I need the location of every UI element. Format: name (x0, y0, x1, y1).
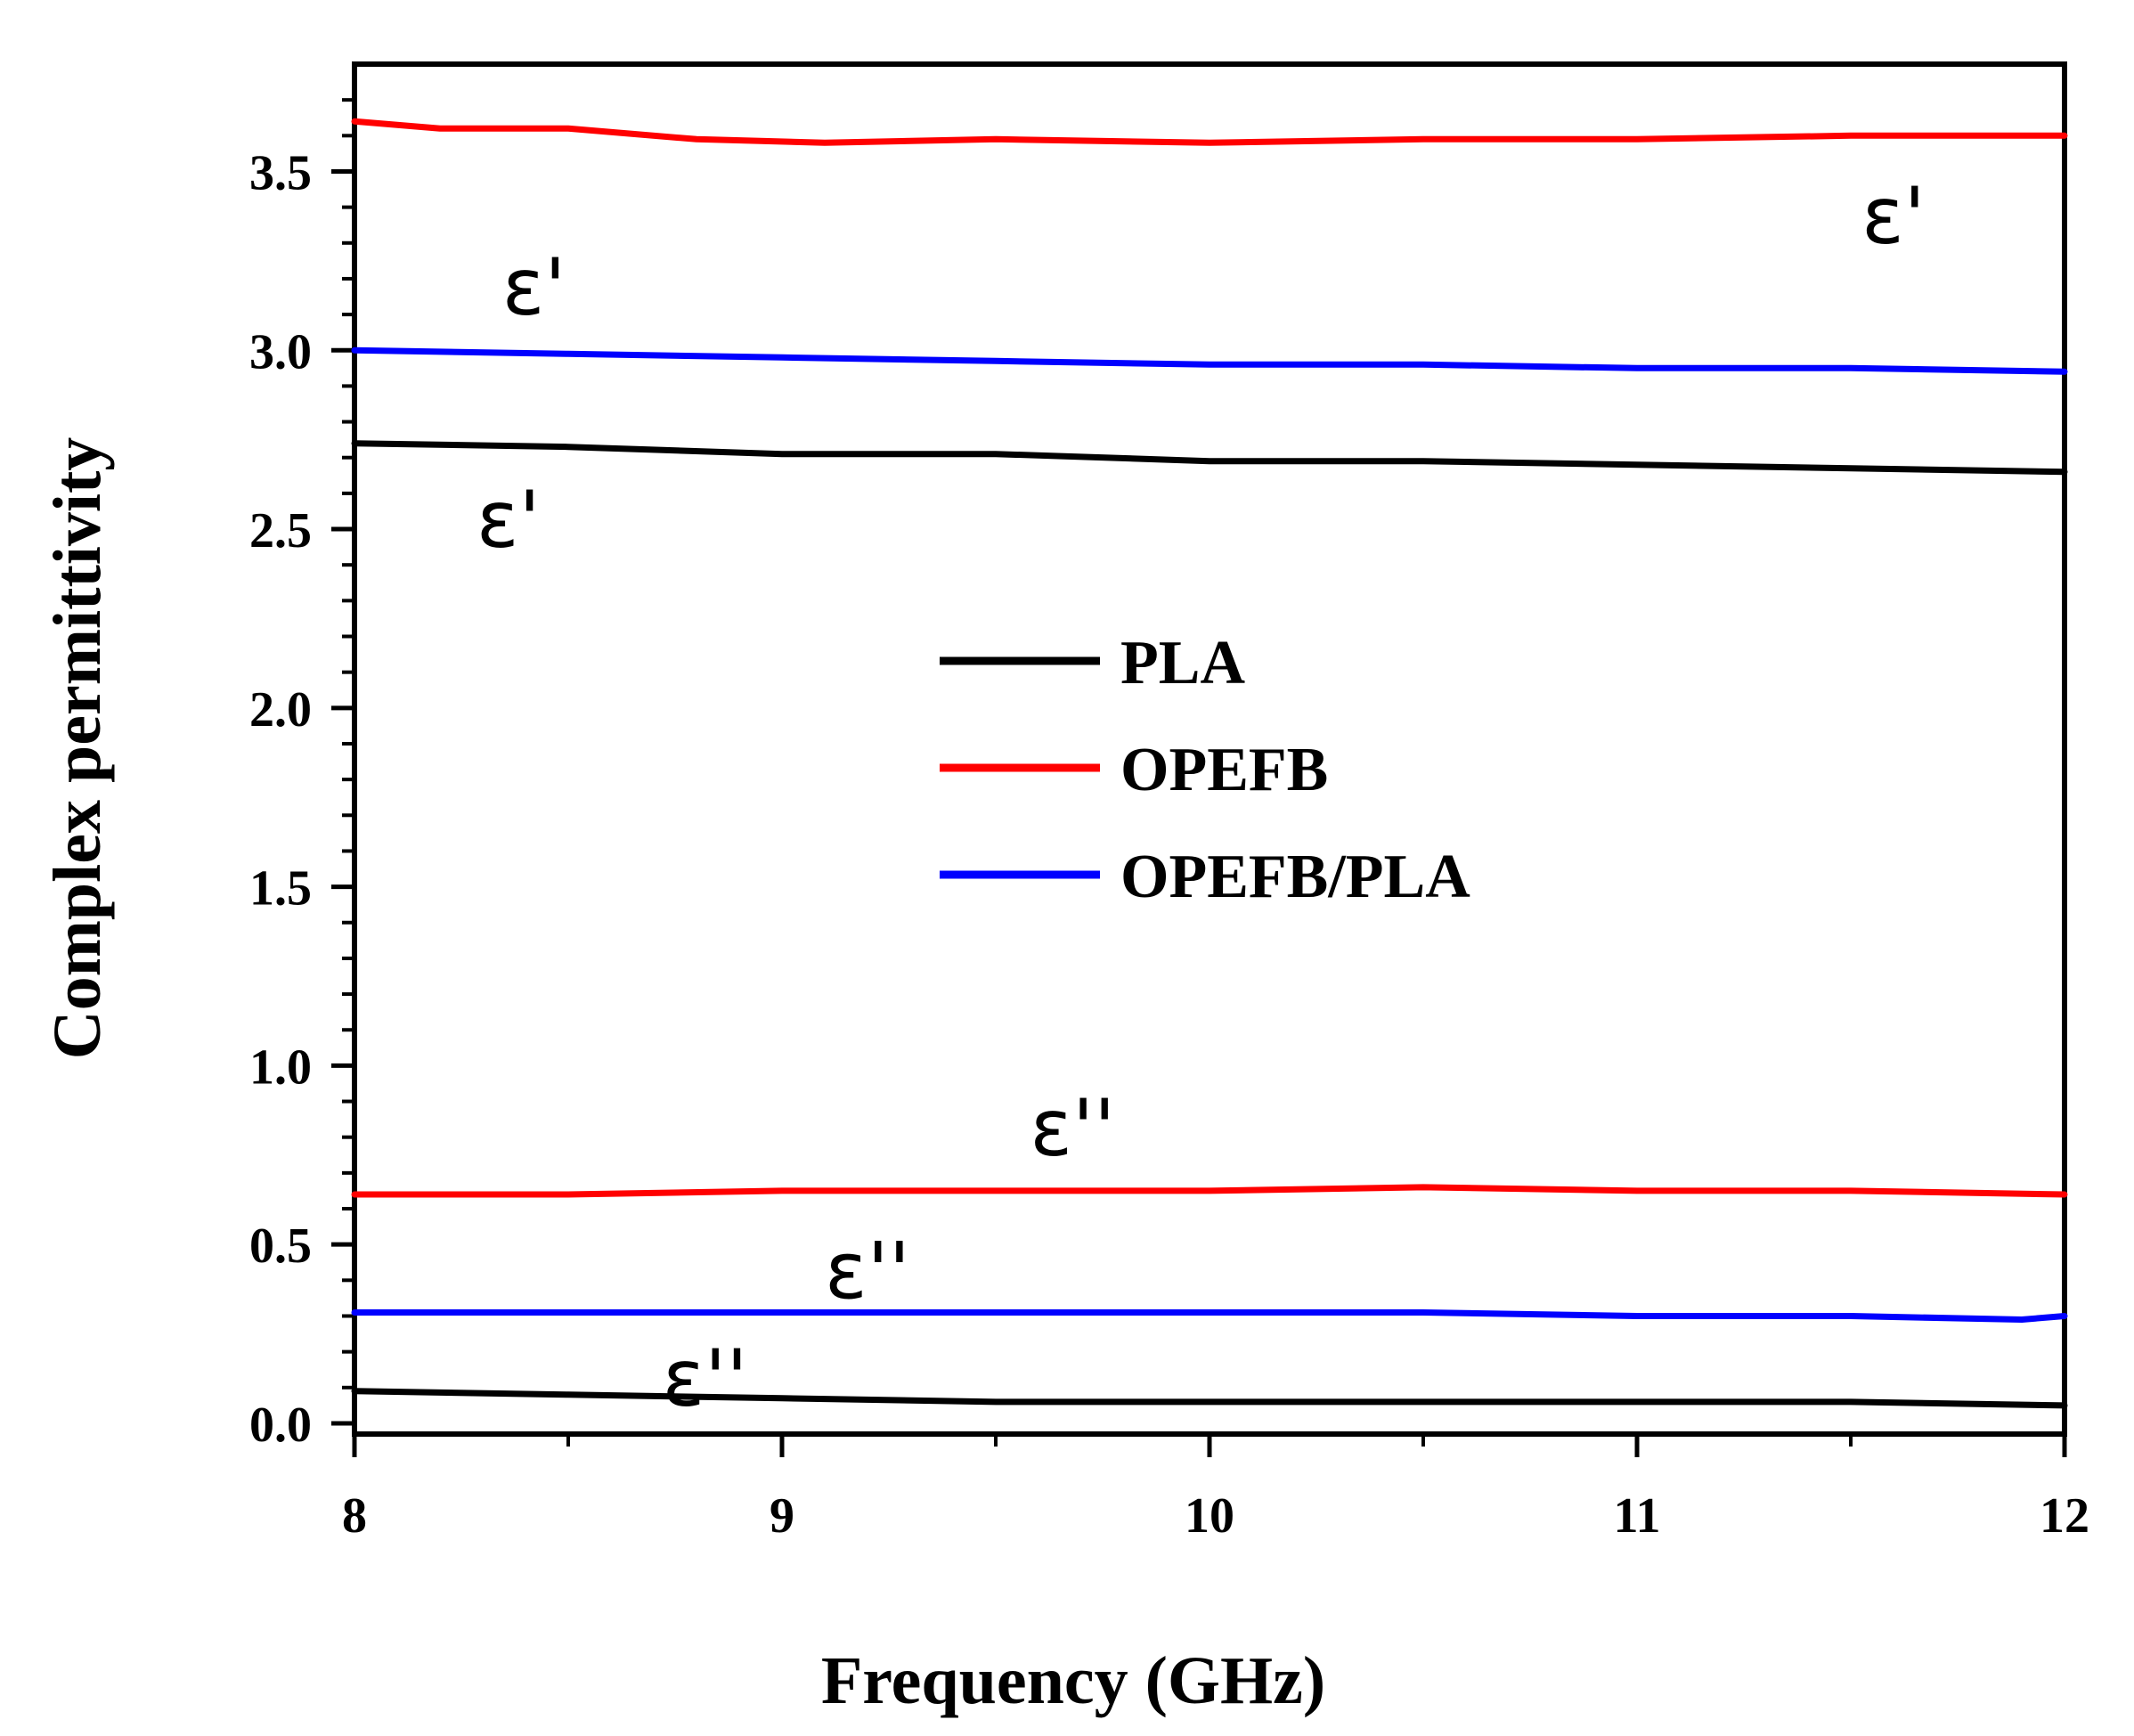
x-tick-label: 12 (2040, 1488, 2089, 1544)
series-line-opefb-real (351, 118, 2068, 146)
y-tick-label: 1.5 (249, 861, 312, 917)
x-axis-title: Frequency (GHz) (821, 1643, 1325, 1718)
legend-label: PLA (1120, 629, 1245, 697)
legend-label: OPEFB/PLA (1120, 843, 1470, 911)
y-axis: 0.0 0.5 1.0 1.5 2.0 2.5 3.0 3.5 (249, 98, 354, 1453)
series-layer (351, 118, 2068, 1409)
annotations: ε' ε' ε' ε'' ε'' ε'' (476, 170, 1926, 1424)
x-axis: 8 9 10 11 12 (342, 1434, 2089, 1544)
y-tick-label: 3.5 (249, 145, 312, 200)
y-axis-title: Complex permittivity (40, 437, 115, 1060)
x-tick-label: 9 (770, 1488, 794, 1544)
annotation-label: ε' (476, 474, 541, 566)
y-tick-label: 0.0 (249, 1398, 312, 1453)
y-tick-label: 0.5 (249, 1218, 312, 1274)
series-line-pla-real (351, 440, 2068, 476)
legend-label: OPEFB (1120, 736, 1328, 804)
series-line-opefb-pla-loss (351, 1309, 2068, 1323)
annotation-label: ε'' (663, 1333, 748, 1424)
annotation-label: ε'' (825, 1225, 910, 1316)
series-line-pla-loss (351, 1388, 2068, 1409)
y-tick-label: 1.0 (249, 1039, 312, 1095)
annotation-label: ε' (1861, 170, 1926, 262)
annotation-label: ε' (502, 241, 566, 333)
series-line-opefb-pla-real (351, 346, 2068, 375)
x-tick-label: 10 (1185, 1488, 1234, 1544)
y-tick-label: 3.0 (249, 324, 312, 379)
x-tick-label: 8 (342, 1488, 367, 1544)
y-tick-label: 2.5 (249, 503, 312, 558)
annotation-label: ε'' (1030, 1082, 1115, 1174)
series-line-opefb-loss (351, 1184, 2068, 1198)
legend: PLA OPEFB OPEFB/PLA (940, 629, 1470, 911)
y-tick-label: 2.0 (249, 682, 312, 738)
x-tick-label: 11 (1614, 1488, 1661, 1544)
